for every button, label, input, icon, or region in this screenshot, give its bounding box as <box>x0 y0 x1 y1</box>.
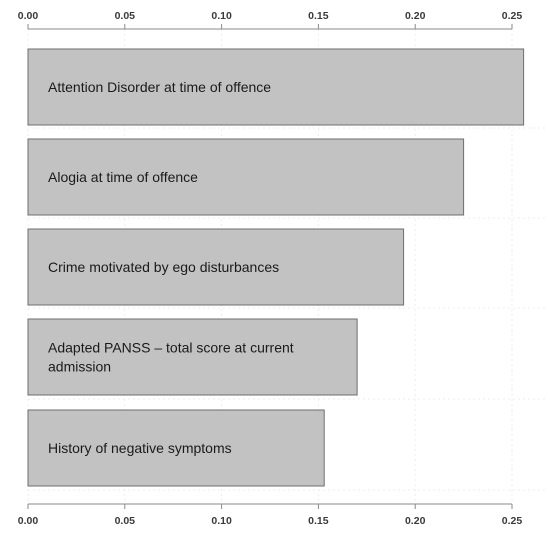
x-tick-label-bottom: 0.10 <box>211 515 232 527</box>
bar <box>27 409 325 487</box>
bar <box>27 138 465 216</box>
bar-label: Crime motivated by ego disturbances <box>48 259 279 275</box>
bar <box>27 48 525 126</box>
x-tick-label-bottom: 0.05 <box>115 515 136 527</box>
bar <box>27 318 358 396</box>
bar-label: Attention Disorder at time of offence <box>48 79 271 95</box>
bar-label: admission <box>48 359 111 375</box>
bar-label: Alogia at time of offence <box>48 169 198 185</box>
bar <box>27 228 405 306</box>
x-tick-label-bottom: 0.15 <box>308 515 329 527</box>
x-tick-label-bottom: 0.00 <box>18 515 39 527</box>
bar-label: Adapted PANSS – total score at current <box>48 340 294 356</box>
x-tick-label-top: 0.00 <box>18 10 39 22</box>
x-tick-label-bottom: 0.20 <box>405 515 426 527</box>
x-tick-label-bottom: 0.25 <box>502 515 523 527</box>
x-tick-label-top: 0.20 <box>405 10 426 22</box>
x-tick-label-top: 0.15 <box>308 10 329 22</box>
x-tick-label-top: 0.10 <box>211 10 232 22</box>
x-tick-label-top: 0.25 <box>502 10 523 22</box>
x-tick-label-top: 0.05 <box>115 10 136 22</box>
bar-label: History of negative symptoms <box>48 440 232 456</box>
